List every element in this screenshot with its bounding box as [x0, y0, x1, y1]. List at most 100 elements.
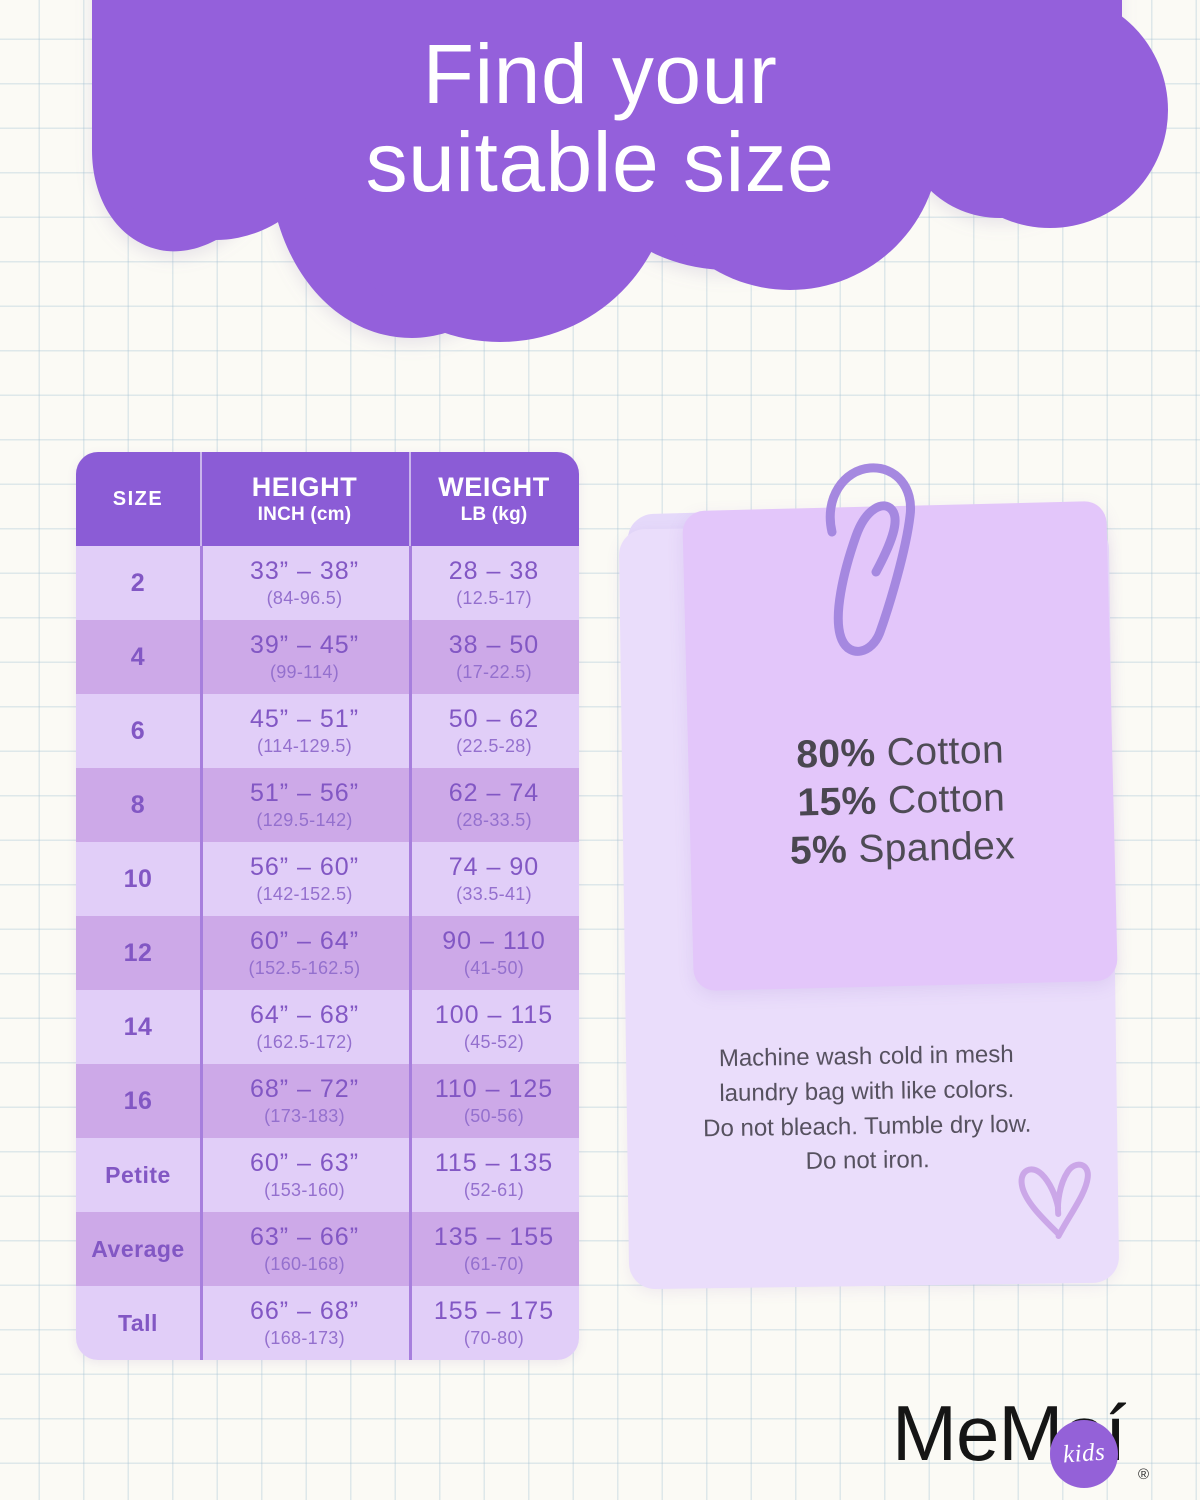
cell-size: Petite: [76, 1138, 200, 1212]
fabric-material: Spandex: [857, 824, 1016, 872]
weight-lb: 62 – 74: [448, 779, 540, 807]
height-cm: (114-129.5): [256, 736, 353, 756]
weight-kg: (12.5-17): [456, 588, 532, 608]
cell-size: 12: [76, 916, 200, 990]
cell-size: 4: [76, 620, 200, 694]
height-inches: 33” – 38”: [249, 557, 360, 585]
cell-weight: 110 – 125 (50-56): [409, 1064, 579, 1138]
page-title: Find your suitable size: [365, 27, 835, 210]
weight-lb: 38 – 50: [448, 631, 540, 659]
cell-height: 56” – 60” (142-152.5): [200, 842, 409, 916]
fabric-line: 80% Cotton: [796, 728, 1005, 777]
logo-kids-label: kids: [1061, 1438, 1106, 1469]
size-value: 16: [123, 1086, 153, 1115]
column-header-weight-label: WEIGHT: [438, 472, 550, 502]
height-cm: (173-183): [264, 1106, 345, 1126]
column-header-height-label: HEIGHT: [251, 472, 358, 502]
column-header-weight: WEIGHT LB (kg): [409, 452, 579, 546]
size-value: 6: [130, 716, 146, 745]
cell-height: 60” – 64” (152.5-162.5): [200, 916, 409, 990]
cloud-top-block: [92, 0, 1122, 100]
fabric-line: 15% Cotton: [797, 776, 1006, 825]
table-row: 2 33” – 38” (84-96.5) 28 – 38 (12.5-17): [76, 546, 579, 620]
fabric-material: Cotton: [887, 776, 1006, 823]
cell-weight: 100 – 115 (45-52): [409, 990, 579, 1064]
brand-logo: MeMoí kids ®: [892, 1388, 1162, 1494]
height-inches: 45” – 51”: [249, 705, 360, 733]
column-header-size: SIZE: [76, 452, 200, 546]
height-cm: (162.5-172): [256, 1032, 353, 1052]
size-value: 12: [123, 938, 153, 967]
weight-kg: (28-33.5): [456, 810, 532, 830]
table-row: 8 51” – 56” (129.5-142) 62 – 74 (28-33.5): [76, 768, 579, 842]
cell-weight: 135 – 155 (61-70): [409, 1212, 579, 1286]
cell-weight: 50 – 62 (22.5-28): [409, 694, 579, 768]
cell-weight: 38 – 50 (17-22.5): [409, 620, 579, 694]
height-inches: 60” – 64”: [249, 927, 360, 955]
weight-lb: 155 – 175: [433, 1297, 555, 1325]
height-inches: 39” – 45”: [249, 631, 360, 659]
weight-lb: 74 – 90: [448, 853, 540, 881]
height-cm: (129.5-142): [256, 810, 353, 830]
height-cm: (142-152.5): [256, 884, 353, 904]
table-row: 14 64” – 68” (162.5-172) 100 – 115 (45-52): [76, 990, 579, 1064]
size-value: Average: [91, 1235, 185, 1262]
cell-size: 14: [76, 990, 200, 1064]
table-header-row: SIZE HEIGHT INCH (cm) WEIGHT LB (kg): [76, 452, 579, 546]
size-value: 10: [123, 864, 153, 893]
table-row: 6 45” – 51” (114-129.5) 50 – 62 (22.5-28): [76, 694, 579, 768]
height-cm: (168-173): [264, 1328, 345, 1348]
table-row: Average 63” – 66” (160-168) 135 – 155 (61-70…: [76, 1212, 579, 1286]
cell-height: 63” – 66” (160-168): [200, 1212, 409, 1286]
column-header-height: HEIGHT INCH (cm): [200, 452, 409, 546]
heart-left-lobe: [1018, 1166, 1062, 1237]
cloud-shape-svg: [92, 0, 1168, 342]
cell-size: 6: [76, 694, 200, 768]
weight-lb: 135 – 155: [433, 1223, 555, 1251]
size-value: Tall: [118, 1309, 158, 1336]
cell-height: 33” – 38” (84-96.5): [200, 546, 409, 620]
weight-kg: (52-61): [463, 1180, 525, 1200]
cell-height: 51” – 56” (129.5-142): [200, 768, 409, 842]
table-body: 2 33” – 38” (84-96.5) 28 – 38 (12.5-17) 4 39” …: [76, 546, 579, 1360]
cell-weight: 155 – 175 (70-80): [409, 1286, 579, 1360]
table-row: 4 39” – 45” (99-114) 38 – 50 (17-22.5): [76, 620, 579, 694]
cell-size: 10: [76, 842, 200, 916]
fabric-notes-area: 80% Cotton 15% Cotton 5% Spandex Machine…: [612, 463, 1152, 1290]
weight-kg: (50-56): [463, 1106, 525, 1126]
weight-lb: 100 – 115: [434, 1001, 554, 1029]
cell-weight: 74 – 90 (33.5-41): [409, 842, 579, 916]
registered-trademark-mark: ®: [1138, 1466, 1150, 1483]
weight-lb: 110 – 125: [434, 1075, 554, 1103]
height-cm: (160-168): [264, 1254, 345, 1274]
cell-weight: 90 – 110 (41-50): [409, 916, 579, 990]
size-value: Petite: [105, 1161, 171, 1188]
cell-height: 68” – 72” (173-183): [200, 1064, 409, 1138]
fabric-percent: 15%: [796, 779, 878, 825]
weight-lb: 50 – 62: [448, 705, 540, 733]
cell-weight: 115 – 135 (52-61): [409, 1138, 579, 1212]
size-value: 4: [130, 642, 146, 671]
cell-size: 16: [76, 1064, 200, 1138]
size-value: 14: [123, 1012, 153, 1041]
height-inches: 56” – 60”: [249, 853, 360, 881]
table-row: 12 60” – 64” (152.5-162.5) 90 – 110 (41-50): [76, 916, 579, 990]
height-inches: 66” – 68”: [249, 1297, 360, 1325]
weight-kg: (17-22.5): [456, 662, 532, 682]
size-value: 8: [130, 790, 146, 819]
table-row: 16 68” – 72” (173-183) 110 – 125 (50-56): [76, 1064, 579, 1138]
cell-height: 60” – 63” (153-160): [200, 1138, 409, 1212]
table-row: Tall 66” – 68” (168-173) 155 – 175 (70-80): [76, 1286, 579, 1360]
column-header-height-unit: INCH (cm): [257, 504, 352, 525]
weight-kg: (45-52): [463, 1032, 525, 1052]
table-row: 10 56” – 60” (142-152.5) 74 – 90 (33.5-41): [76, 842, 579, 916]
column-header-weight-unit: LB (kg): [460, 504, 528, 525]
table-row: Petite 60” – 63” (153-160) 115 – 135 (52-61): [76, 1138, 579, 1212]
height-inches: 68” – 72”: [249, 1075, 360, 1103]
fabric-percent: 80%: [795, 731, 877, 777]
size-value: 2: [130, 568, 146, 597]
fabric-line: 5% Spandex: [789, 824, 1015, 873]
cell-size: Average: [76, 1212, 200, 1286]
paperclip-icon: [825, 463, 916, 656]
cell-height: 45” – 51” (114-129.5): [200, 694, 409, 768]
